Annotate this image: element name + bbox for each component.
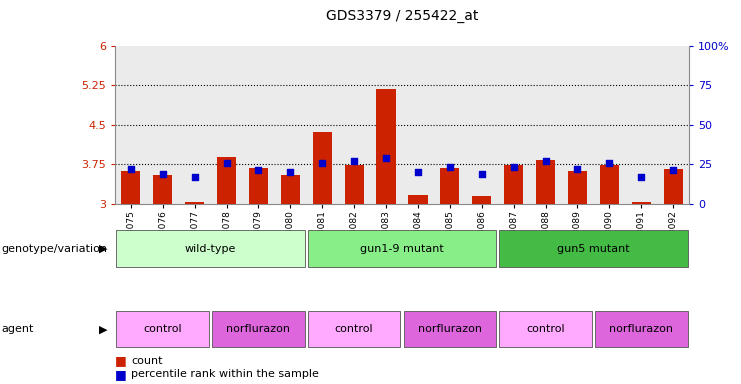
Bar	[308, 311, 400, 348]
Bar	[472, 196, 491, 204]
Bar	[499, 311, 592, 348]
Text: norflurazon: norflurazon	[609, 324, 674, 334]
Bar	[122, 171, 140, 204]
Bar	[281, 175, 300, 204]
Bar	[242, 46, 274, 204]
Bar	[249, 168, 268, 204]
Bar	[402, 46, 434, 204]
Bar	[498, 46, 530, 204]
Bar	[530, 46, 562, 204]
Text: ▶: ▶	[99, 243, 107, 254]
Text: norflurazon: norflurazon	[418, 324, 482, 334]
Text: percentile rank within the sample: percentile rank within the sample	[131, 369, 319, 379]
Point	[508, 164, 519, 170]
Bar	[466, 46, 498, 204]
Bar	[313, 132, 332, 204]
Text: ▶: ▶	[99, 324, 107, 334]
Bar	[345, 165, 364, 204]
Bar	[116, 230, 305, 267]
Text: control: control	[335, 324, 373, 334]
Bar	[657, 46, 689, 204]
Text: gun5 mutant: gun5 mutant	[557, 243, 630, 254]
Text: genotype/variation: genotype/variation	[1, 243, 107, 254]
Bar	[217, 157, 236, 204]
Bar	[338, 46, 370, 204]
Bar	[308, 230, 496, 267]
Bar	[536, 160, 555, 204]
Bar	[440, 168, 459, 204]
Bar	[147, 46, 179, 204]
Bar	[179, 46, 210, 204]
Bar	[306, 46, 338, 204]
Point	[635, 174, 647, 180]
Point	[412, 169, 424, 175]
Point	[348, 158, 360, 164]
Text: norflurazon: norflurazon	[227, 324, 290, 334]
Point	[667, 167, 679, 174]
Text: control: control	[526, 324, 565, 334]
Text: GDS3379 / 255422_at: GDS3379 / 255422_at	[326, 9, 478, 23]
Bar	[434, 46, 466, 204]
Bar	[499, 230, 688, 267]
Point	[253, 167, 265, 174]
Point	[189, 174, 201, 180]
Bar	[631, 202, 651, 204]
Bar	[625, 46, 657, 204]
Point	[157, 170, 169, 177]
Text: control: control	[144, 324, 182, 334]
Text: agent: agent	[1, 324, 34, 334]
Bar	[210, 46, 242, 204]
Bar	[568, 171, 587, 204]
Bar	[404, 311, 496, 348]
Text: gun1-9 mutant: gun1-9 mutant	[360, 243, 444, 254]
Bar	[212, 311, 305, 348]
Point	[316, 159, 328, 166]
Bar	[594, 46, 625, 204]
Point	[476, 170, 488, 177]
Bar	[504, 165, 523, 204]
Text: count: count	[131, 356, 163, 366]
Bar	[274, 46, 306, 204]
Text: wild-type: wild-type	[185, 243, 236, 254]
Bar	[370, 46, 402, 204]
Bar	[115, 46, 147, 204]
Point	[603, 159, 615, 166]
Text: ■: ■	[115, 354, 127, 367]
Bar	[153, 175, 172, 204]
Bar	[595, 311, 688, 348]
Bar	[599, 165, 619, 204]
Bar	[376, 89, 396, 204]
Bar	[116, 311, 209, 348]
Point	[285, 169, 296, 175]
Point	[539, 158, 551, 164]
Point	[125, 166, 137, 172]
Bar	[664, 169, 682, 204]
Point	[444, 164, 456, 170]
Point	[221, 159, 233, 166]
Bar	[185, 202, 205, 204]
Bar	[408, 195, 428, 204]
Text: ■: ■	[115, 368, 127, 381]
Bar	[562, 46, 594, 204]
Point	[571, 166, 583, 172]
Point	[380, 155, 392, 161]
